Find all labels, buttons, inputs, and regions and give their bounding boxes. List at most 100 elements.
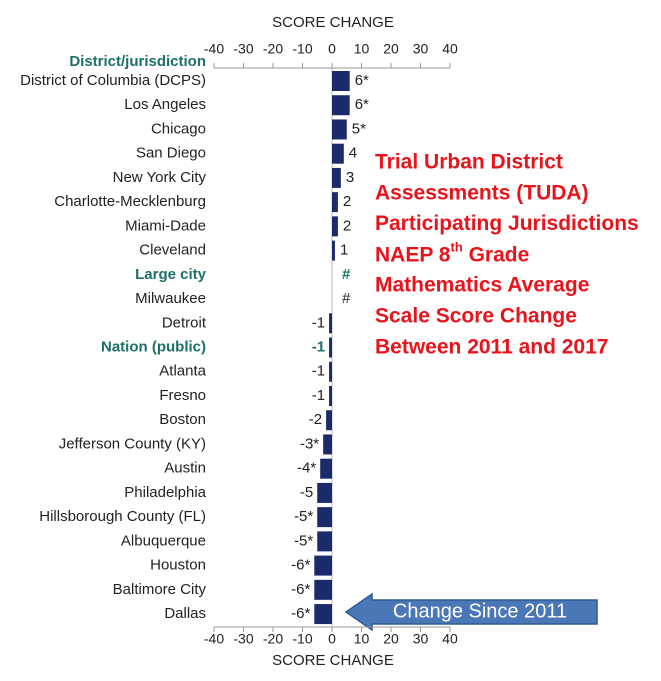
category-label: Baltimore City xyxy=(113,581,207,598)
category-label: Houston xyxy=(150,557,206,574)
value-label: 1 xyxy=(340,242,348,259)
x-tick-label: 0 xyxy=(328,631,336,647)
callout-arrow xyxy=(344,592,598,632)
value-label: -1 xyxy=(312,338,325,355)
value-label: -2 xyxy=(309,411,322,428)
bar xyxy=(332,192,338,213)
bar xyxy=(332,167,341,188)
value-label: -3* xyxy=(300,435,319,452)
x-axis-title: SCORE CHANGE xyxy=(272,652,394,669)
x-tick-label: -20 xyxy=(263,631,283,647)
value-label: -1 xyxy=(312,314,325,331)
value-label: 3 xyxy=(346,169,354,186)
annotation-part: th xyxy=(450,240,462,255)
x-tick-label: 20 xyxy=(383,41,399,57)
bar xyxy=(332,143,344,164)
value-label: -6* xyxy=(291,557,310,574)
bar xyxy=(323,434,332,455)
callout-text: Change Since 2011 xyxy=(393,600,567,622)
category-label: Cleveland xyxy=(139,242,206,259)
value-label: 2 xyxy=(343,217,351,234)
category-label: Fresno xyxy=(159,387,206,404)
x-tick-label: 20 xyxy=(383,631,399,647)
bar xyxy=(320,458,332,479)
value-label: 5* xyxy=(352,120,366,137)
x-tick-label: 40 xyxy=(442,41,458,57)
value-label: # xyxy=(342,266,351,283)
category-label: Dallas xyxy=(164,605,206,622)
category-label: Large city xyxy=(135,266,207,283)
category-header: District/jurisdiction xyxy=(69,53,206,70)
x-tick-label: 10 xyxy=(354,41,370,57)
value-label: -5 xyxy=(300,484,313,501)
category-label: Chicago xyxy=(151,120,206,137)
category-label: Austin xyxy=(164,460,206,477)
bar xyxy=(317,507,332,528)
x-tick-label: 30 xyxy=(413,631,429,647)
x-tick-label: -10 xyxy=(292,631,312,647)
bar xyxy=(329,337,332,358)
annotation: Participating Jurisdictions xyxy=(375,212,639,235)
bar xyxy=(329,361,332,382)
x-tick-label: -30 xyxy=(233,41,253,57)
x-tick-label: -20 xyxy=(263,41,283,57)
bar xyxy=(332,119,347,140)
annotation: Trial Urban District xyxy=(375,151,563,174)
category-label: Hillsborough County (FL) xyxy=(39,508,206,525)
bar xyxy=(314,604,332,625)
bar xyxy=(332,216,338,237)
x-tick-label: -30 xyxy=(233,631,253,647)
value-label: 6* xyxy=(355,72,369,89)
value-label: -5* xyxy=(294,508,313,525)
category-label: Charlotte-Mecklenburg xyxy=(54,193,206,210)
category-label: Miami-Dade xyxy=(125,217,206,234)
annotation: NAEP 8th Grade xyxy=(375,240,529,266)
category-label: Boston xyxy=(159,411,206,428)
category-label: Milwaukee xyxy=(135,290,206,307)
value-label: 2 xyxy=(343,193,351,210)
bar xyxy=(332,95,350,116)
value-label: 6* xyxy=(355,96,369,113)
value-label: # xyxy=(342,290,351,307)
bar xyxy=(314,555,332,576)
bar xyxy=(317,482,332,503)
x-tick-label: 40 xyxy=(442,631,458,647)
category-label: San Diego xyxy=(136,145,206,162)
category-label: Albuquerque xyxy=(121,532,206,549)
annotation-part: Grade xyxy=(463,243,530,266)
category-label: District of Columbia (DCPS) xyxy=(20,72,206,89)
category-label: New York City xyxy=(113,169,207,186)
bar xyxy=(326,410,332,431)
x-tick-label: 10 xyxy=(354,631,370,647)
x-tick-label: 30 xyxy=(413,41,429,57)
category-label: Nation (public) xyxy=(101,338,206,355)
bar xyxy=(317,531,332,552)
annotation: Between 2011 and 2017 xyxy=(375,335,608,358)
bar xyxy=(314,579,332,600)
value-label: 4 xyxy=(349,145,357,162)
value-label: -1 xyxy=(312,363,325,380)
value-label: -1 xyxy=(312,387,325,404)
x-tick-label: -40 xyxy=(204,631,224,647)
bar xyxy=(332,71,350,91)
x-axis-title: SCORE CHANGE xyxy=(272,14,394,31)
value-label: -6* xyxy=(291,605,310,622)
annotation: Scale Score Change xyxy=(375,305,577,328)
annotation-part: NAEP 8 xyxy=(375,243,451,266)
category-label: Atlanta xyxy=(159,363,206,380)
x-tick-label: 0 xyxy=(328,41,336,57)
value-label: -4* xyxy=(297,460,316,477)
category-label: Los Angeles xyxy=(124,96,206,113)
x-tick-label: -10 xyxy=(292,41,312,57)
bar xyxy=(329,385,332,406)
value-label: -6* xyxy=(291,581,310,598)
bar xyxy=(332,240,335,261)
category-label: Jefferson County (KY) xyxy=(59,435,206,452)
category-label: Detroit xyxy=(162,314,207,331)
annotation: Assessments (TUDA) xyxy=(375,181,589,204)
annotation: Mathematics Average xyxy=(375,274,589,297)
category-label: Philadelphia xyxy=(124,484,206,501)
value-label: -5* xyxy=(294,532,313,549)
x-tick-label: -40 xyxy=(204,41,224,57)
